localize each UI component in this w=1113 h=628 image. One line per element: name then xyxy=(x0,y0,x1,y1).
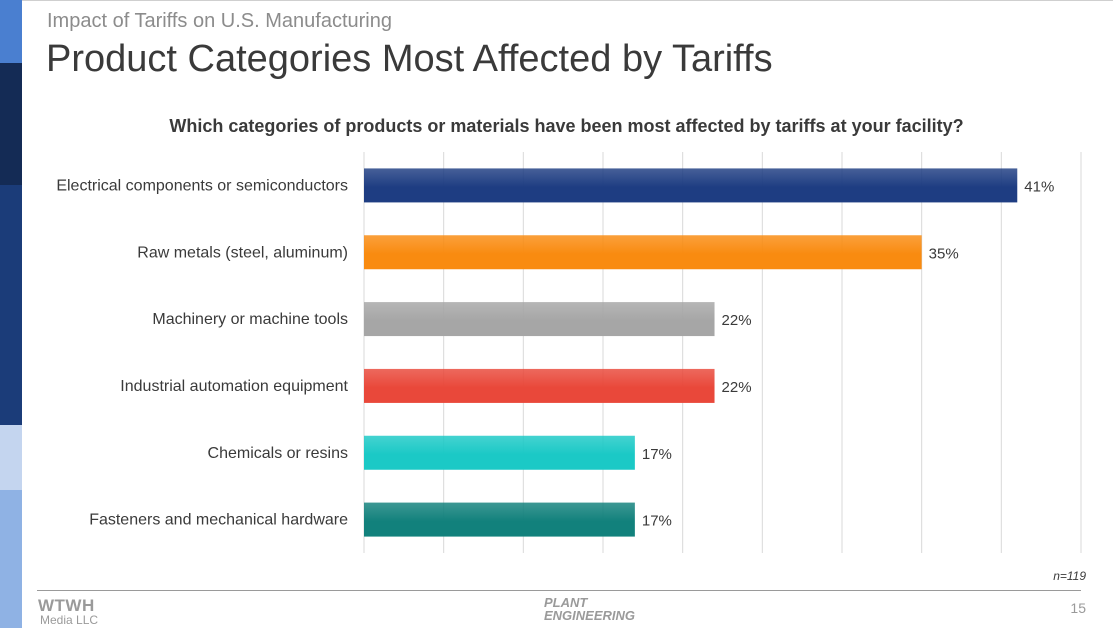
footer-divider xyxy=(37,590,1081,591)
sidebar-accent xyxy=(0,0,22,628)
category-label: Raw metals (steel, aluminum) xyxy=(137,244,348,261)
bar xyxy=(364,502,635,537)
sidebar-segment xyxy=(0,0,22,63)
page-number: 15 xyxy=(1070,600,1086,616)
sidebar-segment xyxy=(0,425,22,490)
slide-title: Product Categories Most Affected by Tari… xyxy=(46,38,773,80)
data-label: 17% xyxy=(642,446,672,463)
plant-engineering-logo: PLANT ENGINEERING xyxy=(544,596,635,622)
category-label: Industrial automation equipment xyxy=(120,378,348,395)
pe-logo-line1: PLANT xyxy=(544,595,588,610)
sidebar-segment xyxy=(0,490,22,628)
data-label: 35% xyxy=(929,245,959,262)
wtwh-logo-text: WTWH xyxy=(38,596,95,615)
category-label: Fasteners and mechanical hardware xyxy=(89,512,348,529)
sidebar-segment xyxy=(0,63,22,185)
wtwh-logo: WTWH Media LLC xyxy=(38,597,98,626)
top-border xyxy=(22,0,1113,1)
wtwh-logo-subtext: Media LLC xyxy=(40,613,99,627)
sample-size: n=119 xyxy=(1053,569,1086,583)
bar xyxy=(364,168,1018,203)
category-label: Electrical components or semiconductors xyxy=(56,177,348,194)
category-label: Chemicals or resins xyxy=(208,445,348,462)
data-label: 22% xyxy=(722,379,752,396)
bar xyxy=(364,368,715,403)
data-label: 17% xyxy=(642,513,672,530)
data-label: 41% xyxy=(1024,178,1054,195)
slide-subtitle: Impact of Tariffs on U.S. Manufacturing xyxy=(47,10,392,32)
pe-logo-line2: ENGINEERING xyxy=(544,608,636,623)
category-label: Machinery or machine tools xyxy=(152,311,348,328)
bar xyxy=(364,302,715,337)
data-label: 22% xyxy=(722,312,752,329)
bar xyxy=(364,435,635,470)
bar xyxy=(364,235,922,270)
chart-title: Which categories of products or material… xyxy=(169,116,964,136)
sidebar-segment xyxy=(0,185,22,425)
